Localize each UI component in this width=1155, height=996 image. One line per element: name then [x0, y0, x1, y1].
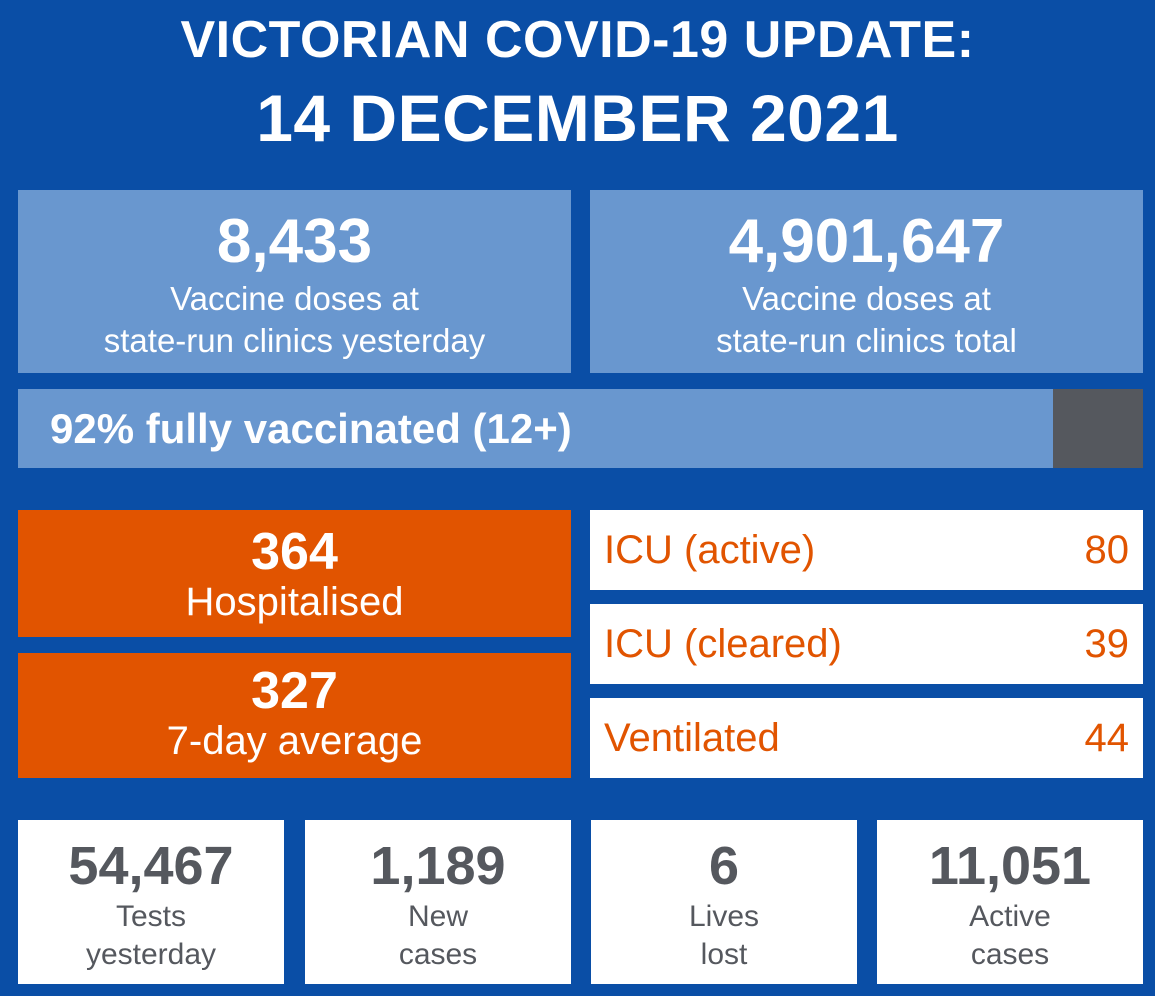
hospitalised-label: Hospitalised [185, 580, 404, 624]
vaccine-total-label-2: state-run clinics total [716, 322, 1017, 360]
lives-lost-label-1: Lives [688, 900, 760, 933]
lives-lost-label-2: lost [700, 938, 748, 971]
vaccine-yesterday-value: 8,433 [216, 207, 373, 276]
tests-yesterday-label-1: Tests [115, 900, 187, 933]
page-title: VICTORIAN COVID-19 UPDATE: [180, 11, 975, 69]
new-cases-label-1: New [407, 900, 468, 933]
new-cases-label-2: cases [398, 938, 478, 971]
icu-active-label: ICU (active) [604, 528, 816, 572]
vaccine-yesterday-label-2: state-run clinics yesterday [103, 322, 486, 360]
active-cases-card: 11,051 Active cases [877, 820, 1143, 984]
icu-active-value: 80 [1084, 528, 1130, 572]
vaccine-total-value: 4,901,647 [728, 207, 1005, 276]
active-cases-label-2: cases [970, 938, 1050, 971]
hospitalised-card: 364 Hospitalised [18, 510, 571, 637]
active-cases-value: 11,051 [928, 836, 1092, 896]
ventilated-label: Ventilated [604, 716, 780, 760]
seven-day-average-value: 327 [251, 662, 338, 720]
lives-lost-card: 6 Lives lost [591, 820, 857, 984]
vaccine-total-label-1: Vaccine doses at [742, 280, 991, 318]
icu-cleared-value: 39 [1084, 622, 1130, 666]
fully-vaccinated-progress-bar: 92% fully vaccinated (12+) [18, 389, 1143, 468]
vaccine-yesterday-label-1: Vaccine doses at [170, 280, 419, 318]
icu-cleared-label: ICU (cleared) [604, 622, 842, 666]
vaccine-total-card: 4,901,647 Vaccine doses at state-run cli… [590, 190, 1143, 373]
new-cases-card: 1,189 New cases [305, 820, 571, 984]
seven-day-average-label: 7-day average [166, 719, 423, 763]
page-date: 14 DECEMBER 2021 [256, 81, 899, 155]
seven-day-average-card: 327 7-day average [18, 653, 571, 778]
lives-lost-value: 6 [708, 836, 740, 896]
active-cases-label-1: Active [969, 900, 1051, 933]
fully-vaccinated-text: 92% fully vaccinated (12+) [50, 405, 572, 452]
new-cases-value: 1,189 [370, 836, 506, 896]
vaccine-yesterday-card: 8,433 Vaccine doses at state-run clinics… [18, 190, 571, 373]
ventilated-value: 44 [1084, 716, 1130, 760]
icu-cleared-row: ICU (cleared) 39 [590, 604, 1143, 684]
ventilated-row: Ventilated 44 [590, 698, 1143, 778]
icu-active-row: ICU (active) 80 [590, 510, 1143, 590]
tests-yesterday-label-2: yesterday [85, 938, 217, 971]
progress-fill [18, 389, 1053, 468]
tests-yesterday-card: 54,467 Tests yesterday [18, 820, 284, 984]
tests-yesterday-value: 54,467 [68, 836, 234, 896]
hospitalised-value: 364 [251, 523, 338, 581]
